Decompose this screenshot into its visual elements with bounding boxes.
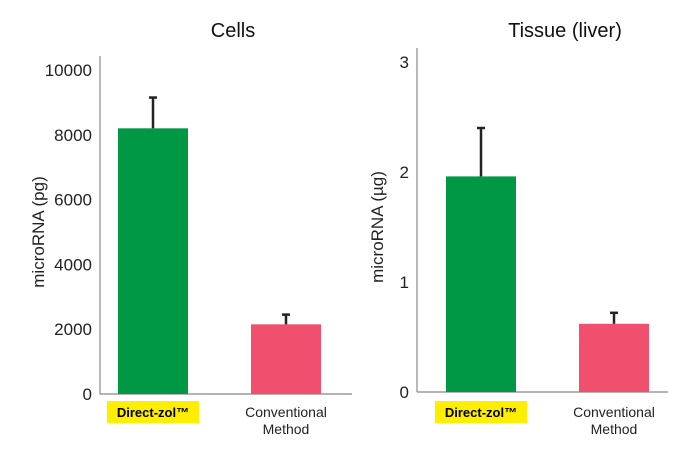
category-label-line: Conventional (245, 404, 327, 420)
category-label: Conventional Method (245, 404, 327, 437)
y-tick-label: 0 (400, 383, 409, 402)
chart-title: Tissue (liver) (508, 20, 622, 42)
bar (118, 128, 188, 394)
category-highlight (435, 401, 527, 423)
y-tick-label: 8000 (54, 126, 92, 145)
chart-title: Cells (211, 20, 255, 42)
y-tick-label: 3 (400, 53, 409, 72)
y-tick-label: 0 (83, 385, 92, 404)
chart-panel-cells: Cells microRNA (pg) 0 2000 4000 6000 8000 10000… (29, 20, 352, 437)
y-tick-label: 10000 (45, 61, 92, 80)
category-label: Direct-zol™ (445, 405, 517, 420)
category-label: Conventional Method (573, 404, 655, 437)
y-axis-label: microRNA (pg) (29, 176, 48, 287)
category-label-line: Method (591, 421, 638, 437)
bar (579, 323, 649, 392)
y-tick-label: 6000 (54, 191, 92, 210)
category-label: Direct-zol™ (117, 405, 189, 420)
y-tick-label: 2 (400, 163, 409, 182)
y-axis-label: microRNA (µg) (368, 171, 387, 283)
y-tick-label: 4000 (54, 255, 92, 274)
category-highlight (107, 401, 199, 423)
chart-panel-tissue: Tissue (liver) microRNA (µg) 0 1 2 3 Direct-zo… (368, 20, 668, 437)
y-tick-label: 2000 (54, 320, 92, 339)
y-tick-label: 1 (400, 273, 409, 292)
category-label-line: Method (263, 421, 310, 437)
bar (251, 324, 321, 394)
category-label-line: Conventional (573, 404, 655, 420)
bar (446, 176, 516, 392)
